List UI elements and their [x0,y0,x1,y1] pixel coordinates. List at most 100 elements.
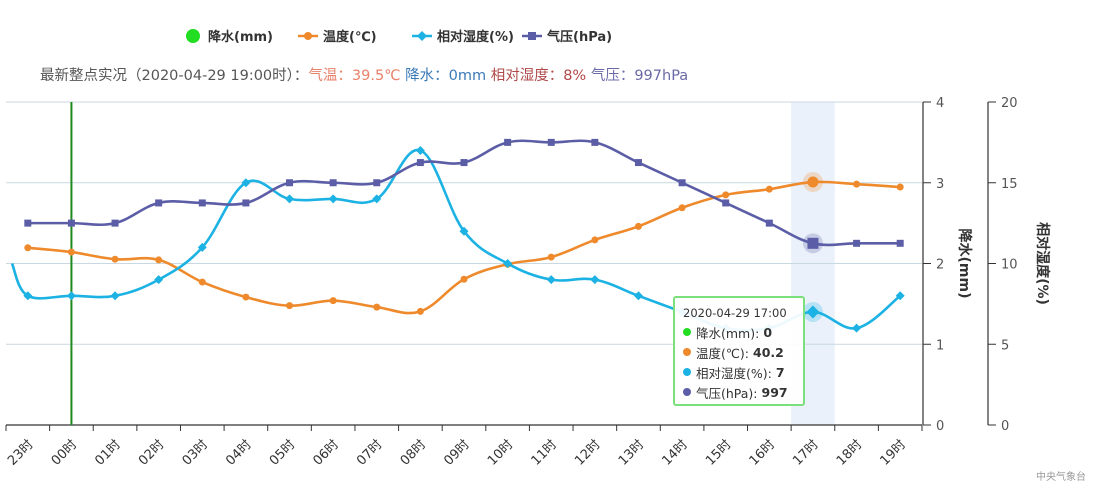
x-tick-label: 04时 [223,437,254,468]
precipitation-axis-tick-label: 4 [936,96,944,111]
data-point [416,159,424,167]
data-point [591,236,599,244]
precipitation-axis-title: 降水(mm) [956,229,973,299]
data-point [634,222,642,230]
data-point [373,303,381,311]
tooltip-label: 气压(hPa): [696,385,758,401]
x-tick-label: 19时 [878,437,909,468]
data-point [546,275,556,285]
tooltip-value: 40.2 [753,344,784,360]
data-point [23,291,33,301]
x-tick-label: 06时 [310,437,341,468]
data-point [459,226,469,236]
data-point [633,291,643,301]
tooltip-title: 2020-04-29 17:00 [683,306,787,320]
legend-item-2[interactable]: 相对湿度(%) [412,29,514,45]
x-tick-label: 18时 [834,437,865,468]
tooltip-label: 相对湿度(%): [696,365,772,381]
x-tick-label: 16时 [747,437,778,468]
data-point [765,219,773,227]
legend-circle-icon [304,32,312,40]
x-tick-label: 01时 [92,437,123,468]
data-point [285,194,295,204]
data-point [242,199,250,207]
x-tick-label: 11时 [529,437,560,468]
x-tick-label: 13时 [616,437,647,468]
x-tick-label: 23时 [5,437,36,468]
data-point [853,180,861,188]
x-tick-label: 12时 [572,437,603,468]
x-tick-label: 10时 [485,437,516,468]
tooltip-row-temp: 温度(℃): 40.2 [683,342,795,362]
data-point [24,244,32,252]
data-point [197,242,207,252]
tooltip-value: 997 [761,384,788,400]
data-point [852,323,862,333]
x-tick-label: 03时 [180,437,211,468]
data-point [198,278,206,286]
x-tick-label: 05时 [267,437,298,468]
precipitation-axis-tick-label: 0 [936,419,944,434]
x-tick-label: 02时 [136,437,167,468]
tooltip-row-precip: 降水(mm): 0 [683,322,795,342]
tooltip-value: 0 [763,324,773,340]
legend-item-1[interactable]: 温度(℃) [298,29,377,45]
legend-item-0[interactable]: 降水(mm) [186,29,273,45]
data-point [286,179,294,187]
data-point [67,219,75,227]
tooltip-label: 温度(℃): [696,345,750,361]
x-tick-label: 15时 [703,437,734,468]
data-point [154,275,164,285]
data-point [806,305,820,319]
temp-dot-icon [683,348,691,356]
x-tick-label: 09时 [441,437,472,468]
pressure-dot-icon [683,388,691,396]
chart-tooltip: 2020-04-29 17:00 降水(mm): 0 温度(℃): 40.2 相对湿… [673,296,805,406]
x-tick-label: 08时 [398,437,429,468]
legend-circle-icon [186,29,200,43]
precipitation-axis-tick-label: 3 [936,177,944,192]
tooltip-row-humidity: 相对湿度(%): 7 [683,362,795,382]
humidity-dot-icon [683,368,691,376]
humidity-axis-title: 相对湿度(%) [1034,222,1051,305]
humidity-axis-tick-label: 15 [1001,177,1018,192]
data-point [110,291,120,301]
x-tick-label: 07时 [354,437,385,468]
x-tick-label: 00时 [49,437,80,468]
summary-humidity: 相对湿度：8% [490,68,587,84]
precipitation-axis-tick-label: 2 [936,258,944,273]
latest-observation-summary: 最新整点实况（2020-04-29 19:00时）：气温：39.5℃ 降水：0m… [40,64,688,85]
data-point [329,179,337,187]
humidity-axis-tick-label: 5 [1001,338,1009,353]
data-point [460,159,468,167]
tooltip-value: 7 [775,364,785,380]
data-point [242,293,250,301]
data-point [329,297,337,305]
humidity-axis-tick-label: 0 [1001,419,1009,434]
data-point [591,138,599,146]
legend-label: 降水(mm) [208,29,273,45]
data-point [634,159,642,167]
legend-label: 温度(℃) [323,29,377,45]
x-tick-label: 14时 [659,437,690,468]
precip-dot-icon [683,328,691,336]
data-point [504,138,512,146]
data-point [853,239,861,247]
data-point [328,194,338,204]
humidity-axis-tick-label: 10 [1001,258,1018,273]
data-point [722,199,730,207]
data-point [503,259,513,268]
data-point [241,178,251,188]
data-point [678,204,686,212]
summary-prefix: 最新整点实况（2020-04-29 19:00时）： [40,68,309,84]
data-point [155,256,163,264]
x-tick-label: 17时 [790,437,821,468]
summary-pressure: 气压：997hPa [590,68,689,84]
data-point [807,237,819,249]
data-point [415,145,425,155]
data-point [416,307,424,315]
data-point [896,183,904,191]
data-point [155,199,163,207]
legend-item-3[interactable]: 气压(hPa) [522,29,612,45]
